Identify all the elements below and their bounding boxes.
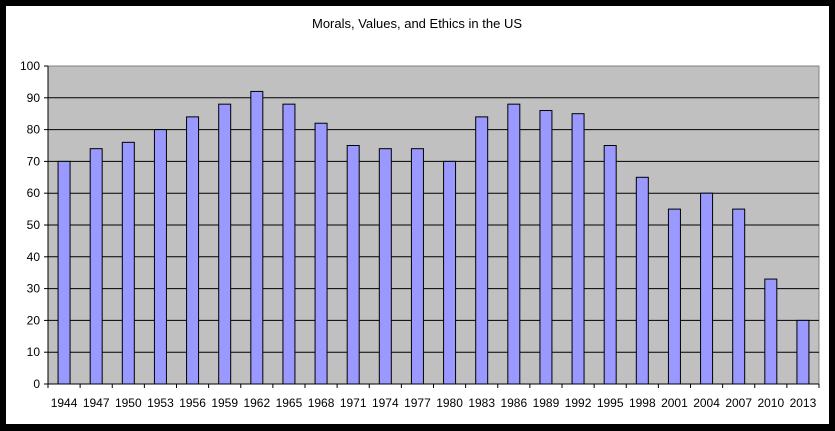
bar-1974 [378,148,392,385]
x-axis-ticks: 1944 1947 1950 1953 1956 1959 1962 1965 1968 1971… [47,384,820,410]
x-tick-label: 1998 [629,396,656,410]
y-tick-label: 80 [27,123,41,137]
bar-1992 [571,113,585,385]
bar-1965 [282,103,296,385]
bar-1971 [346,145,360,385]
bar-1968 [314,122,328,385]
chart-title: Morals, Values, and Ethics in the US [312,16,522,31]
x-tick-label: 2007 [725,396,752,410]
x-tick-label: 2001 [661,396,688,410]
bar-1995 [603,145,617,385]
x-tick-label: 1962 [243,396,270,410]
x-tick-label: 1992 [565,396,592,410]
x-tick-label: 1977 [404,396,431,410]
y-tick-label: 100 [20,59,40,73]
bar-1998 [635,176,649,385]
bar-2013 [796,319,810,385]
bar-1962 [250,90,264,385]
x-tick-label: 1953 [147,396,174,410]
y-tick-label: 40 [27,250,41,264]
x-tick-label: 1980 [436,396,463,410]
x-tick-label: 1956 [179,396,206,410]
x-tick-label: 2013 [790,396,817,410]
bar-1977 [410,148,424,385]
bar-1953 [153,129,167,385]
y-axis-ticks: 0 10 20 30 40 50 60 70 80 90 100 [20,59,48,391]
bar-1986 [507,103,521,385]
gridlines [48,97,819,353]
x-tick-label: 1965 [276,396,303,410]
y-tick-label: 50 [27,218,41,232]
y-tick-label: 90 [27,91,41,105]
x-tick-label: 1986 [500,396,527,410]
x-tick-label: 1947 [83,396,110,410]
y-tick-label: 70 [27,154,41,168]
x-tick-label: 1971 [340,396,367,410]
bar-2004 [700,192,714,385]
y-tick-label: 0 [33,377,40,391]
y-tick-label: 60 [27,186,41,200]
bar-2001 [667,208,681,385]
bar-1944 [57,160,71,385]
y-tick-label: 30 [27,282,41,296]
bar-2010 [764,278,778,385]
x-tick-label: 1983 [468,396,495,410]
x-tick-label: 2010 [757,396,784,410]
x-tick-label: 1989 [533,396,560,410]
bar-1983 [475,116,489,385]
x-tick-label: 2004 [693,396,720,410]
y-tick-label: 20 [27,313,41,327]
bar-1956 [186,116,200,385]
x-tick-label: 1950 [115,396,142,410]
x-tick-label: 1995 [597,396,624,410]
bar-1989 [539,110,553,385]
y-tick-label: 10 [27,345,41,359]
x-tick-label: 1968 [308,396,335,410]
bar-1980 [443,160,457,385]
x-tick-label: 1959 [211,396,238,410]
bar-1947 [89,148,103,385]
bar-1950 [121,141,135,385]
x-tick-label: 1974 [372,396,399,410]
bar-2007 [732,208,746,385]
bar-1959 [218,103,232,385]
x-tick-label: 1944 [51,396,78,410]
